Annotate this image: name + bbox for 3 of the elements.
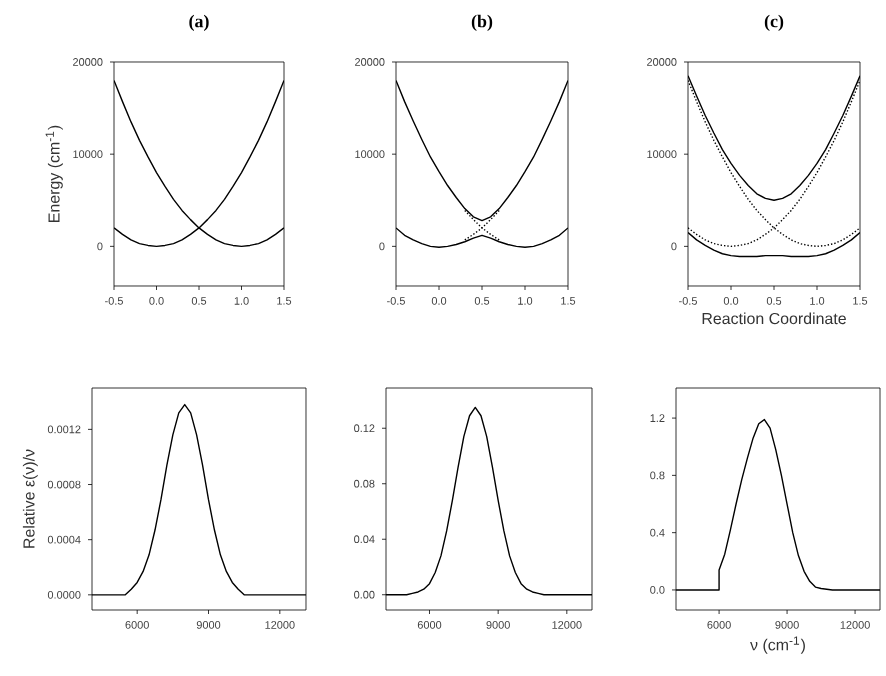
chart-title: (a) bbox=[189, 14, 209, 31]
chart-title: (c) bbox=[764, 14, 784, 31]
chart-title: (b) bbox=[471, 14, 493, 31]
